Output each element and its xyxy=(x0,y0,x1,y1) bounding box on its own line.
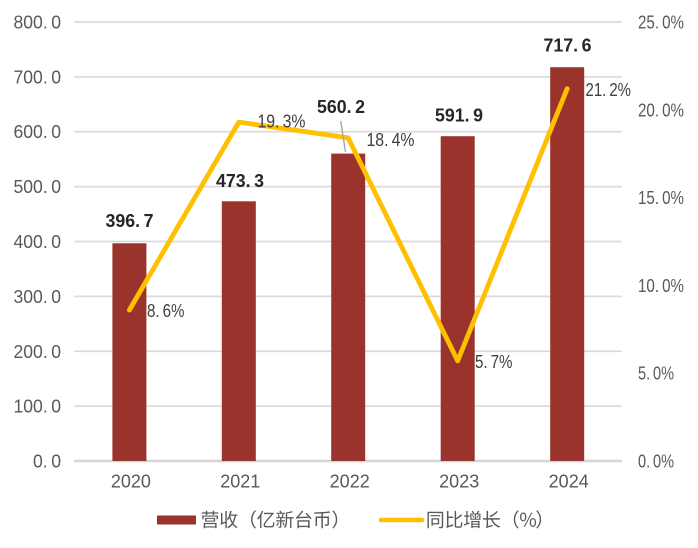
svg-text:717. 6: 717. 6 xyxy=(544,36,592,56)
svg-text:2023: 2023 xyxy=(439,472,479,492)
svg-text:700. 0: 700. 0 xyxy=(14,67,62,87)
svg-text:19. 3%: 19. 3% xyxy=(258,112,306,132)
svg-text:10. 0%: 10. 0% xyxy=(638,276,684,296)
svg-text:15. 0%: 15. 0% xyxy=(638,188,684,208)
svg-text:2021: 2021 xyxy=(220,472,260,492)
svg-text:5. 7%: 5. 7% xyxy=(475,352,513,372)
svg-text:500. 0: 500. 0 xyxy=(14,177,62,197)
svg-text:0. 0%: 0. 0% xyxy=(638,452,674,472)
svg-text:600. 0: 600. 0 xyxy=(14,122,62,142)
svg-text:25. 0%: 25. 0% xyxy=(638,13,684,33)
svg-text:300. 0: 300. 0 xyxy=(14,287,62,307)
svg-text:400. 0: 400. 0 xyxy=(14,232,62,252)
svg-text:473. 3: 473. 3 xyxy=(216,171,264,191)
svg-text:560. 2: 560. 2 xyxy=(317,97,365,117)
svg-text:0. 0: 0. 0 xyxy=(33,452,61,472)
svg-text:21. 2%: 21. 2% xyxy=(586,80,632,100)
svg-text:200. 0: 200. 0 xyxy=(14,342,62,362)
svg-text:800. 0: 800. 0 xyxy=(14,13,62,33)
svg-text:396. 7: 396. 7 xyxy=(106,211,154,231)
svg-text:20. 0%: 20. 0% xyxy=(638,100,684,120)
svg-text:2022: 2022 xyxy=(330,472,370,492)
svg-text:18. 4%: 18. 4% xyxy=(367,130,415,150)
svg-text:8. 6%: 8. 6% xyxy=(147,301,185,321)
svg-text:591. 9: 591. 9 xyxy=(435,106,483,126)
svg-text:5. 0%: 5. 0% xyxy=(638,364,674,384)
svg-text:2024: 2024 xyxy=(549,472,589,492)
svg-text:100. 0: 100. 0 xyxy=(14,397,62,417)
svg-text:2020: 2020 xyxy=(111,472,151,492)
